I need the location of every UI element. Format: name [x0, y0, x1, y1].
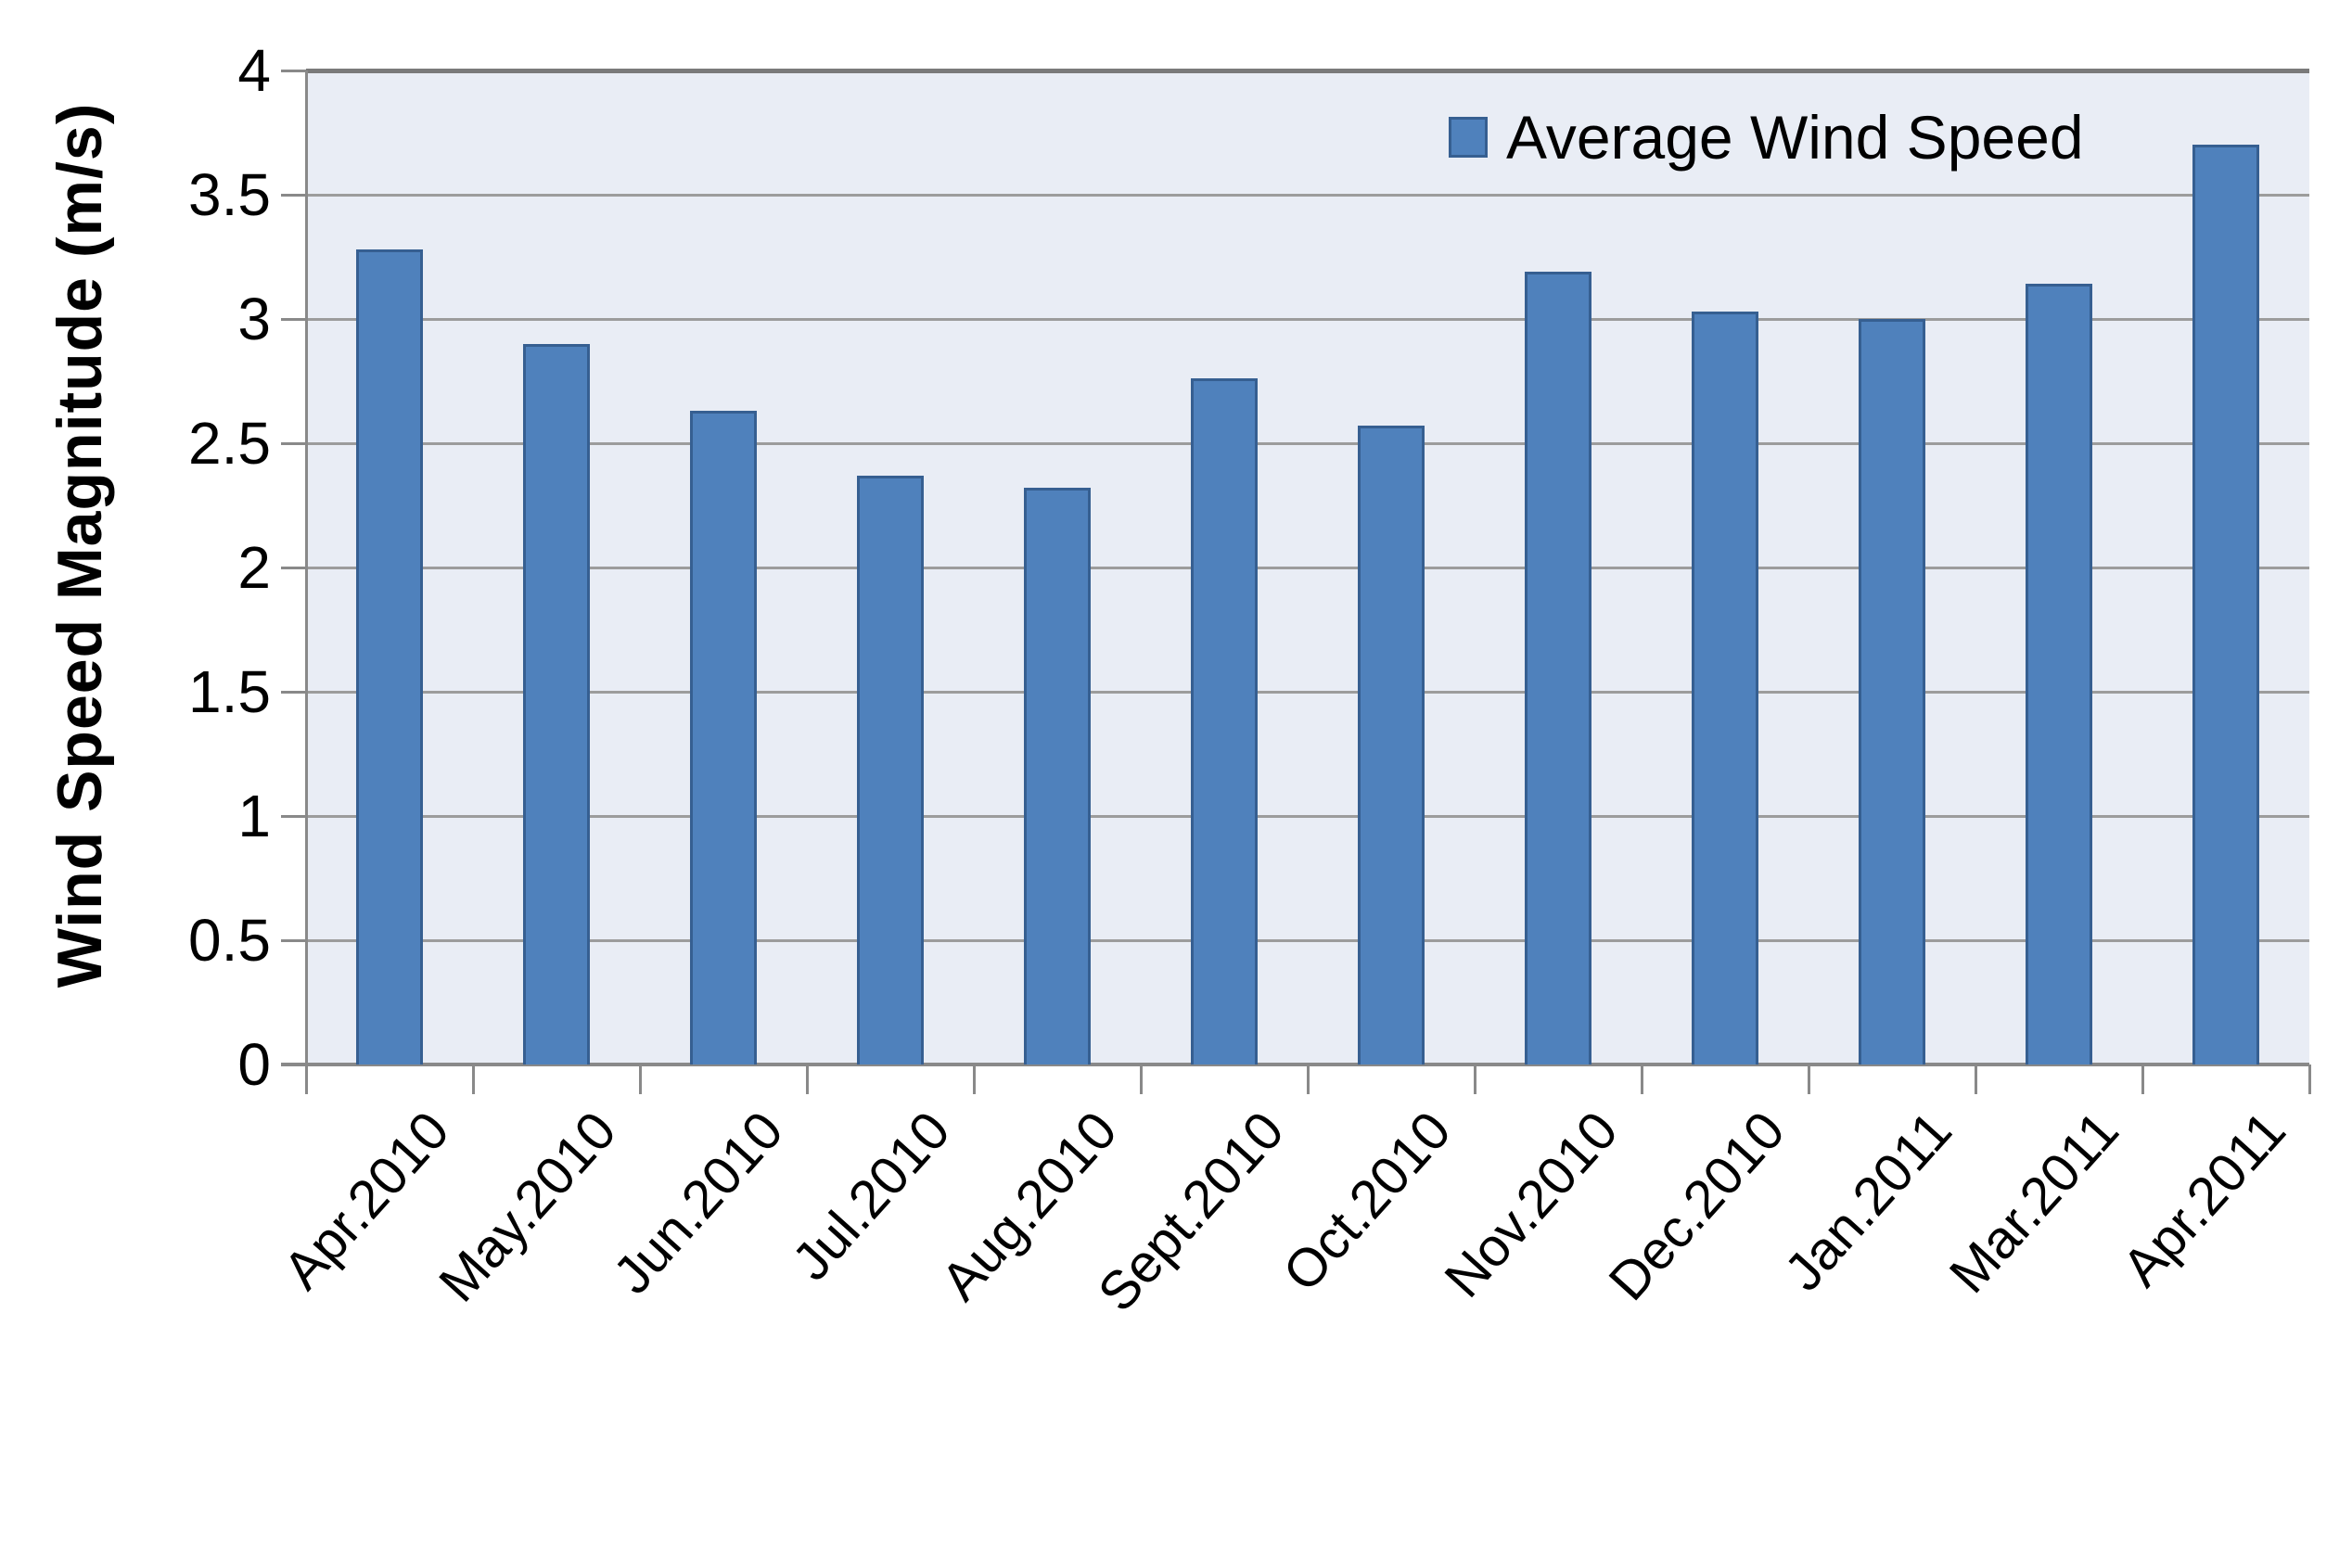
bar-Jun.2010: [690, 411, 757, 1064]
bar-Jan.2011: [1859, 319, 1925, 1064]
y-tick-mark-0: [281, 1063, 306, 1066]
x-tick-mark-6: [1306, 1064, 1310, 1094]
bar-Apr.2011: [2192, 145, 2259, 1064]
y-tick-mark-4: [281, 69, 306, 72]
bar-Aug.2010: [1024, 488, 1091, 1064]
gridline-3.5: [306, 193, 2309, 197]
legend: Average Wind Speed: [1449, 104, 2084, 171]
y-tick-label-3: 3: [237, 286, 271, 352]
y-tick-label-0.5: 0.5: [188, 907, 271, 974]
y-tick-mark-1.5: [281, 690, 306, 694]
y-tick-mark-0.5: [281, 938, 306, 942]
bar-May.2010: [523, 343, 590, 1064]
bar-Mar.2011: [2026, 284, 2092, 1064]
y-tick-label-4: 4: [237, 37, 271, 104]
gridline-1.5: [306, 690, 2309, 694]
gridline-4: [306, 68, 2309, 73]
gridline-2: [306, 566, 2309, 569]
bar-Dec.2010: [1692, 311, 1758, 1064]
x-tick-mark-7: [1473, 1064, 1476, 1094]
x-tick-mark-12: [2307, 1064, 2311, 1094]
legend-series-label: Average Wind Speed: [1506, 103, 2084, 172]
y-tick-label-0: 0: [237, 1031, 271, 1098]
gridline-2.5: [306, 441, 2309, 445]
x-tick-mark-11: [2141, 1064, 2144, 1094]
x-tick-mark-10: [1974, 1064, 1977, 1094]
x-axis-line: [281, 1063, 2309, 1066]
y-tick-mark-1: [281, 814, 306, 818]
x-tick-mark-9: [1807, 1064, 1810, 1094]
x-tick-mark-5: [1139, 1064, 1143, 1094]
bar-Oct.2010: [1358, 426, 1425, 1064]
x-tick-mark-0: [304, 1064, 308, 1094]
x-tick-mark-2: [638, 1064, 642, 1094]
legend-color-swatch: [1449, 117, 1488, 158]
y-tick-label-1.5: 1.5: [188, 658, 271, 725]
bar-Jul.2010: [857, 475, 924, 1064]
y-axis-title: Wind Speed Magnitude (m/s): [45, 102, 115, 988]
gridline-0.5: [306, 938, 2309, 942]
y-tick-label-2.5: 2.5: [188, 410, 271, 477]
x-tick-mark-8: [1640, 1064, 1643, 1094]
y-tick-mark-2.5: [281, 441, 306, 445]
y-tick-label-3.5: 3.5: [188, 161, 271, 228]
gridline-3: [306, 317, 2309, 321]
bar-Sept.2010: [1191, 378, 1258, 1064]
y-tick-mark-3: [281, 317, 306, 321]
bar-Apr.2010: [356, 249, 423, 1064]
y-tick-mark-2: [281, 566, 306, 569]
y-tick-label-2: 2: [237, 534, 271, 601]
average-wind-speed-bar-chart: 0 0.5 1 1.5 2 2.5 3 3.5 4 Apr.2010 May.2010 Jun.20…: [45, 37, 2311, 1323]
x-tick-mark-1: [471, 1064, 475, 1094]
y-tick-mark-3.5: [281, 193, 306, 197]
y-axis-line: [304, 70, 308, 1068]
x-tick-mark-4: [972, 1064, 976, 1094]
bar-Nov.2010: [1525, 272, 1591, 1064]
gridline-1: [306, 814, 2309, 818]
x-tick-mark-3: [805, 1064, 809, 1094]
y-tick-label-1: 1: [237, 783, 271, 849]
